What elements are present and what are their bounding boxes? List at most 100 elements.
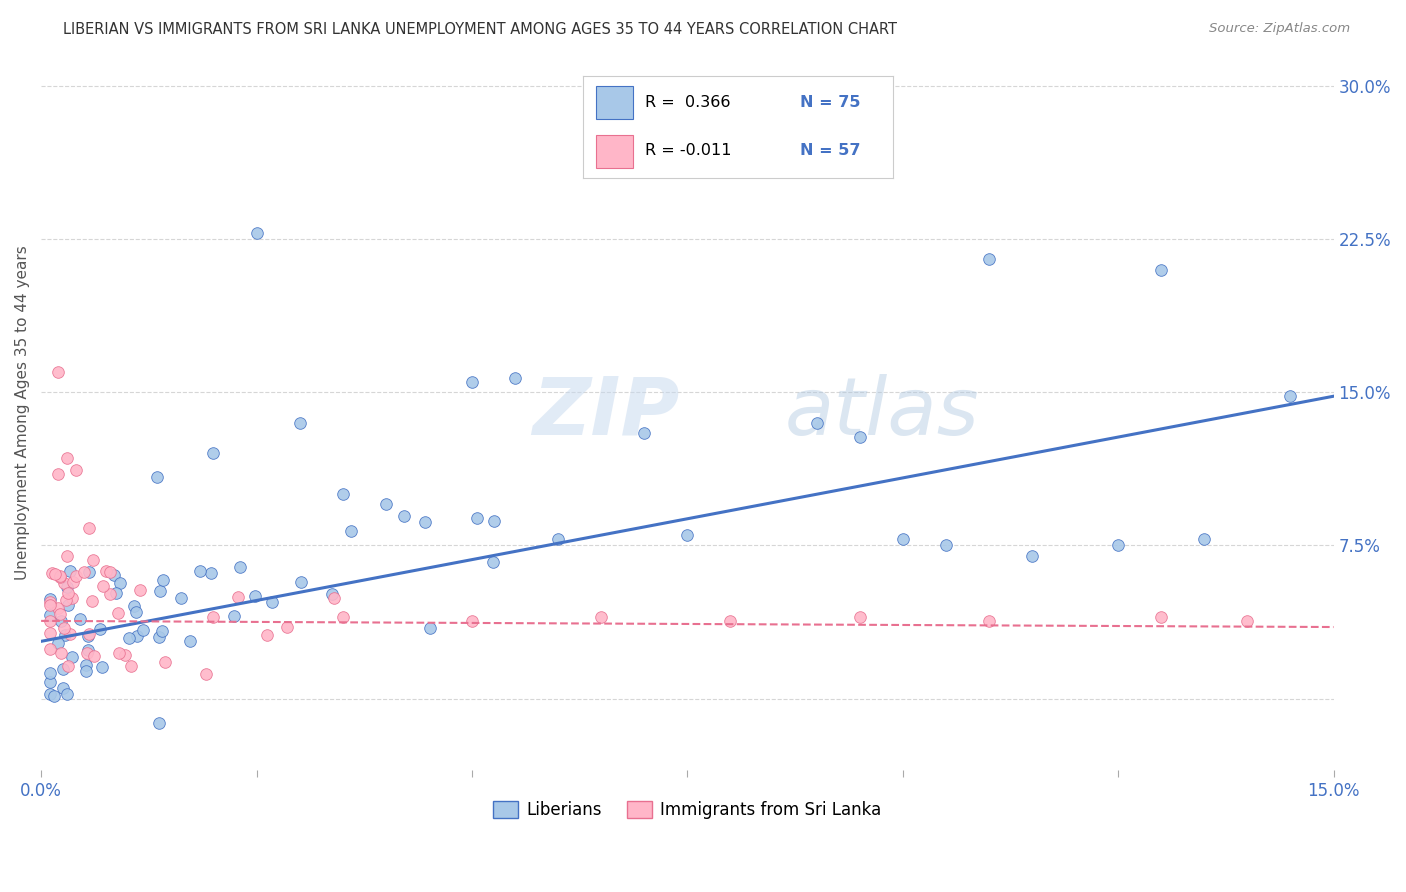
Point: [98, 587, 121, 601]
Point: [321, 587, 343, 601]
Point: [56, 658, 79, 673]
Point: [89, 622, 111, 636]
Point: [38, 625, 60, 640]
Point: [49, 615, 72, 629]
Point: [114, 648, 136, 662]
Point: [200, 566, 222, 581]
Point: [77, 643, 100, 657]
Point: [90, 660, 112, 674]
Point: [149, 583, 172, 598]
Point: [120, 658, 142, 673]
Point: [150, 624, 173, 638]
Point: [482, 514, 505, 528]
Text: LIBERIAN VS IMMIGRANTS FROM SRI LANKA UNEMPLOYMENT AMONG AGES 35 TO 44 YEARS COR: LIBERIAN VS IMMIGRANTS FROM SRI LANKA UN…: [63, 22, 897, 37]
Point: [1236, 614, 1258, 628]
Point: [76, 646, 98, 660]
Point: [591, 609, 613, 624]
Point: [46, 636, 69, 650]
Point: [228, 590, 250, 604]
Text: R =  0.366: R = 0.366: [645, 95, 731, 110]
Point: [38, 666, 60, 681]
Point: [56, 580, 79, 594]
Point: [108, 575, 131, 590]
Point: [77, 629, 100, 643]
Point: [547, 532, 569, 546]
Point: [41, 566, 63, 581]
Point: [332, 609, 354, 624]
Point: [46, 467, 69, 481]
Point: [98, 565, 121, 579]
Point: [127, 629, 149, 643]
Point: [44, 689, 66, 703]
Point: [322, 591, 344, 606]
Point: [49, 607, 72, 622]
Point: [53, 628, 76, 642]
Point: [56, 585, 79, 599]
Point: [38, 641, 60, 656]
Point: [46, 365, 69, 379]
Point: [633, 425, 655, 440]
Point: [170, 591, 193, 605]
Point: [80, 594, 103, 608]
Point: [108, 646, 131, 660]
Point: [60, 649, 83, 664]
Point: [243, 589, 266, 603]
Point: [49, 570, 72, 584]
Point: [1194, 532, 1216, 546]
Point: [465, 510, 488, 524]
Point: [48, 601, 70, 615]
Point: [55, 593, 77, 607]
Point: [60, 591, 83, 605]
Point: [56, 450, 79, 465]
Point: [69, 612, 91, 626]
Point: [118, 631, 141, 645]
Point: [52, 681, 75, 695]
Point: [202, 609, 225, 624]
Text: Source: ZipAtlas.com: Source: ZipAtlas.com: [1209, 22, 1350, 36]
Text: N = 57: N = 57: [800, 144, 860, 158]
Point: [415, 515, 437, 529]
Point: [52, 662, 75, 676]
Text: ZIP: ZIP: [533, 374, 679, 451]
Point: [77, 520, 100, 534]
Point: [77, 627, 100, 641]
Point: [332, 487, 354, 501]
Point: [222, 608, 245, 623]
Point: [56, 687, 79, 701]
Point: [1021, 549, 1043, 563]
Point: [481, 555, 503, 569]
Point: [977, 252, 1000, 267]
Point: [73, 565, 96, 579]
Point: [152, 573, 174, 587]
Point: [891, 532, 914, 546]
Point: [53, 575, 76, 590]
Point: [49, 647, 72, 661]
Point: [58, 627, 80, 641]
Text: atlas: atlas: [785, 374, 979, 451]
FancyBboxPatch shape: [596, 87, 633, 119]
Point: [935, 538, 957, 552]
Point: [188, 564, 211, 578]
Point: [179, 634, 201, 648]
Point: [340, 524, 363, 538]
Point: [59, 564, 82, 578]
Point: [194, 666, 217, 681]
Point: [79, 565, 101, 579]
Text: N = 75: N = 75: [800, 95, 860, 110]
Point: [75, 658, 97, 673]
Point: [1107, 538, 1129, 552]
Point: [38, 674, 60, 689]
Point: [848, 430, 870, 444]
Legend: Liberians, Immigrants from Sri Lanka: Liberians, Immigrants from Sri Lanka: [486, 795, 889, 826]
Point: [44, 567, 66, 582]
Point: [38, 599, 60, 613]
Point: [38, 614, 60, 628]
Point: [91, 579, 114, 593]
Point: [38, 687, 60, 701]
Point: [132, 624, 155, 638]
Text: R = -0.011: R = -0.011: [645, 144, 733, 158]
Point: [229, 560, 252, 574]
Point: [82, 552, 104, 566]
Point: [461, 614, 484, 628]
Point: [1150, 262, 1173, 277]
